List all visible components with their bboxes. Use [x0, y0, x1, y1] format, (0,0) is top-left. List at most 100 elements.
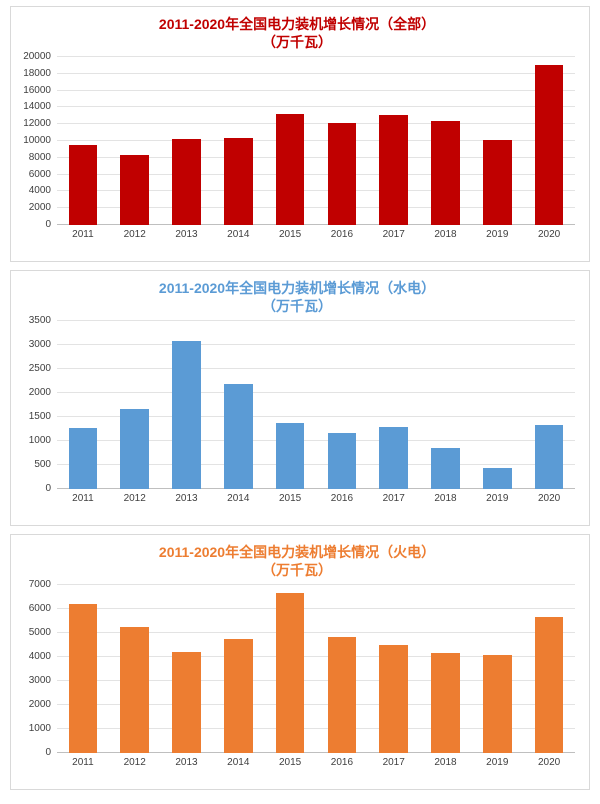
bar-2012 — [120, 155, 149, 225]
bar-2013 — [172, 340, 201, 489]
x-axis-tick-label: 2016 — [330, 229, 354, 240]
y-axis-hydro: 0 500 1000 1500 2000 2500 3000 3500 — [19, 316, 57, 494]
gridline — [57, 56, 575, 57]
bar-2012 — [120, 627, 149, 753]
chart-title-thermal: 2011-2020年全国电力装机增长情况（火电） — [158, 544, 436, 560]
x-axis-thermal: 2011 2012 2013 2014 2015 2016 2017 2018 2019 2020 — [57, 753, 575, 771]
gridline — [57, 140, 575, 141]
x-axis-tick-label: 2013 — [175, 493, 198, 504]
y-axis-tick-label: 0 — [45, 747, 51, 758]
x-axis-line — [57, 224, 575, 225]
gridline — [57, 632, 575, 633]
plot-area-hydro — [57, 320, 575, 489]
x-axis-tick-label: 2015 — [278, 493, 302, 504]
bar-2013 — [172, 652, 201, 753]
x-axis-tick-label: 2015 — [278, 757, 302, 768]
x-axis-tick-label: 2013 — [175, 757, 198, 768]
gridline — [57, 392, 575, 393]
gridline — [57, 123, 575, 125]
chart-title-block-hydro: 2011-2020年全国电力装机增长情况（水电） （万千瓦） — [19, 279, 575, 315]
x-axis-line — [57, 488, 575, 489]
gridline — [57, 464, 575, 465]
bar-2017 — [379, 114, 408, 225]
y-axis-tick-label: 5000 — [28, 627, 51, 638]
gridline — [57, 440, 575, 441]
bar-2020 — [534, 425, 564, 489]
bar-2015 — [275, 593, 305, 753]
plot-area-total — [57, 56, 575, 225]
gridline — [57, 704, 575, 705]
y-axis-tick-label: 3000 — [28, 339, 51, 350]
gridline — [57, 320, 575, 321]
bar-2013 — [172, 139, 201, 225]
x-axis-tick-label: 2012 — [123, 493, 146, 504]
x-axis-tick-label: 2018 — [434, 229, 457, 240]
gridline — [57, 584, 575, 585]
y-axis-tick-label: 14000 — [23, 101, 51, 113]
bar-2014 — [224, 639, 253, 753]
x-axis-tick-label: 2019 — [486, 229, 509, 240]
gridline — [57, 368, 575, 369]
y-axis-tick-label: 7000 — [28, 579, 51, 590]
bar-2019 — [483, 654, 512, 753]
x-axis-tick-label: 2014 — [227, 229, 250, 240]
gridline — [57, 72, 575, 74]
x-axis-tick-label: 2011 — [72, 229, 94, 240]
plot-area-thermal — [57, 584, 575, 753]
bar-2011 — [68, 427, 98, 489]
chart-panel-thermal: 2011-2020年全国电力装机增长情况（火电） （万千瓦） 0 1000 2000… — [10, 534, 590, 790]
x-axis-tick-label: 2013 — [175, 229, 198, 240]
bar-2015 — [275, 423, 305, 489]
bar-2016 — [327, 123, 357, 225]
y-axis-tick-label: 1000 — [28, 435, 51, 446]
x-axis-tick-label: 2016 — [330, 493, 354, 504]
y-axis-tick-label: 2000 — [28, 699, 51, 710]
bar-2018 — [431, 120, 460, 225]
y-axis-thermal: 0 1000 2000 3000 4000 5000 6000 7000 — [19, 580, 57, 758]
x-axis-tick-label: 2016 — [330, 757, 354, 768]
gridline — [57, 344, 575, 345]
bar-2018 — [431, 447, 460, 489]
y-axis-tick-label: 10000 — [23, 135, 51, 146]
chart-panel-hydro: 2011-2020年全国电力装机增长情况（水电） （万千瓦） 0 500 1000 1… — [10, 270, 590, 526]
bar-2014 — [224, 384, 253, 489]
y-axis-tick-label: 16000 — [23, 84, 51, 96]
x-axis-tick-label: 2011 — [72, 493, 94, 504]
chart-title-block-total: 2011-2020年全国电力装机增长情况（全部） （万千瓦） — [19, 15, 575, 51]
bar-2014 — [224, 137, 253, 225]
x-axis-tick-label: 2018 — [434, 493, 457, 504]
x-axis-hydro: 2011 2012 2013 2014 2015 2016 2017 2018 2019 2020 — [57, 489, 575, 507]
x-axis-tick-label: 2015 — [278, 229, 302, 240]
bar-2020 — [534, 617, 564, 753]
x-axis-total: 2011 2012 2013 2014 2015 2016 2017 2018 2019 2020 — [57, 225, 575, 243]
x-axis-tick-label: 2019 — [486, 493, 509, 504]
y-axis-tick-label: 2000 — [28, 387, 51, 398]
bar-2012 — [120, 409, 149, 489]
y-axis-tick-label: 18000 — [23, 67, 51, 79]
y-axis-tick-label: 500 — [34, 459, 51, 470]
x-axis-tick-label: 2018 — [434, 757, 457, 768]
gridline — [57, 190, 575, 192]
chart-title-hydro: 2011-2020年全国电力装机增长情况（水电） — [158, 280, 436, 296]
y-axis-tick-label: 6000 — [28, 168, 51, 180]
y-axis-tick-label: 6000 — [28, 603, 51, 614]
gridline — [57, 106, 575, 108]
y-axis-tick-label: 12000 — [23, 118, 51, 130]
x-axis-tick-label: 2020 — [537, 757, 561, 768]
gridline — [57, 608, 575, 609]
x-axis-tick-label: 2014 — [227, 757, 250, 768]
chart-subtitle-total: （万千瓦） — [262, 34, 332, 50]
bar-2018 — [431, 653, 460, 753]
chart-title-block-thermal: 2011-2020年全国电力装机增长情况（火电） （万千瓦） — [19, 543, 575, 579]
x-axis-tick-label: 2012 — [123, 757, 146, 768]
bar-2015 — [275, 114, 305, 225]
y-axis-tick-label: 3000 — [28, 675, 51, 686]
y-axis-tick-label: 0 — [45, 219, 51, 230]
bar-2016 — [327, 432, 357, 489]
y-axis-tick-label: 0 — [45, 483, 51, 494]
bar-2019 — [483, 140, 512, 225]
y-axis-tick-label: 4000 — [28, 185, 51, 197]
chart-subtitle-thermal: （万千瓦） — [262, 562, 332, 578]
bar-2011 — [68, 604, 98, 753]
